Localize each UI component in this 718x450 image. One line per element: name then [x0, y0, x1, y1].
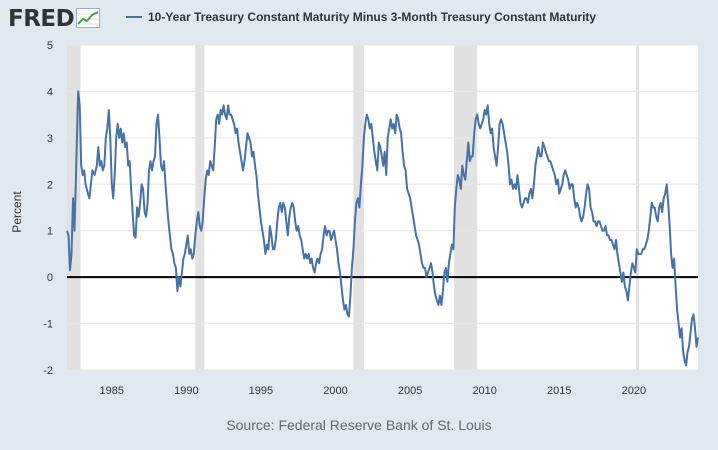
legend-series-label: 10-Year Treasury Constant Maturity Minus… [148, 10, 597, 24]
grid-lines [67, 44, 698, 371]
y-tick-label: -1 [43, 319, 53, 331]
recession-band [636, 45, 640, 370]
x-tick-label: 2015 [547, 385, 571, 397]
plot-background [67, 45, 698, 370]
y-tick-label: 1 [47, 226, 53, 238]
y-tick-label: 4 [47, 86, 53, 98]
x-tick-label: 1990 [174, 385, 198, 397]
line-chart[interactable]: 5 4 3 2 1 0 -1 -2 1985 1990 1995 2000 2005 2010 2015 2… [0, 0, 718, 410]
fred-logo[interactable]: FRED [8, 5, 101, 33]
y-tick-label: 5 [47, 40, 53, 52]
x-tick-label: 2005 [398, 385, 422, 397]
series-line [66, 90, 699, 367]
x-tick-labels: 1985 1990 1995 2000 2005 2010 2015 2020 [100, 385, 647, 397]
x-tick-label: 2020 [622, 385, 646, 397]
fred-trend-graph-icon [76, 8, 101, 28]
y-tick-label: 3 [47, 133, 53, 145]
x-tick-label: 1995 [249, 385, 273, 397]
chart-legend[interactable]: 10-Year Treasury Constant Maturity Minus… [126, 10, 596, 24]
legend-line-swatch [126, 16, 142, 18]
recession-band [195, 45, 205, 370]
y-tick-label: 0 [47, 272, 53, 284]
y-axis-label: Percent [10, 191, 24, 233]
recession-band [454, 45, 478, 370]
series-layer [66, 90, 699, 367]
y-tick-label: -2 [43, 365, 53, 377]
x-tick-label: 1985 [100, 385, 124, 397]
y-tick-label: 2 [47, 179, 53, 191]
x-tick-label: 2010 [472, 385, 496, 397]
x-tick-label: 2000 [323, 385, 347, 397]
y-tick-labels: 5 4 3 2 1 0 -1 -2 [43, 40, 53, 377]
source-attribution: Source: Federal Reserve Bank of St. Loui… [226, 417, 492, 433]
chart-header: FRED 10-Year Treasury Constant Maturity … [0, 0, 718, 38]
fred-logo-text: FRED [8, 6, 75, 32]
